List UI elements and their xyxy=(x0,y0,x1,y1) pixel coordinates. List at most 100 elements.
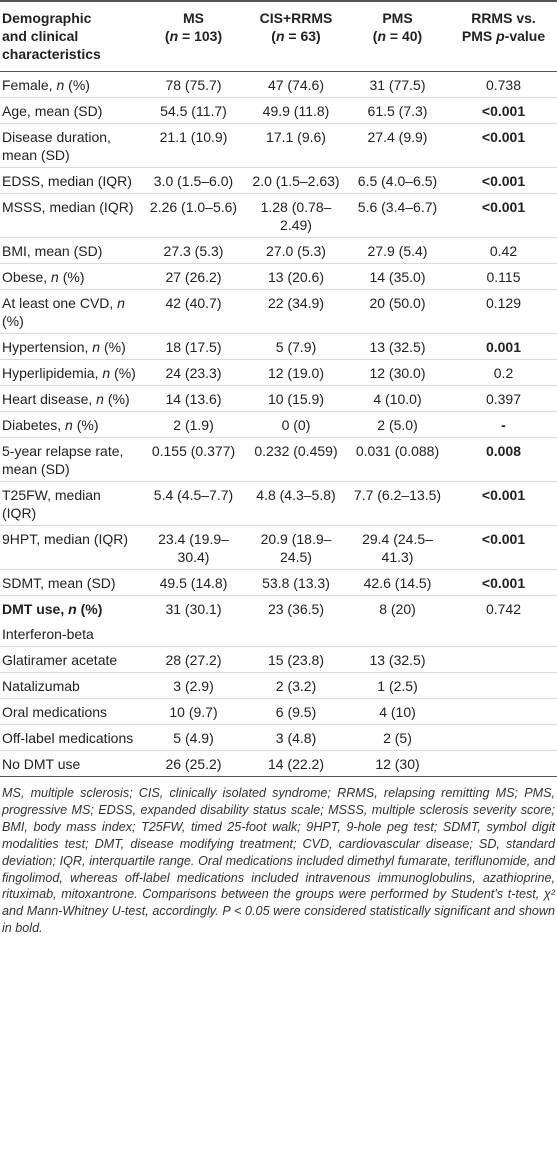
table-cell: 27.9 (5.4) xyxy=(345,237,450,264)
header-line: and clinical xyxy=(2,28,79,44)
row-label: Age, mean (SD) xyxy=(0,97,140,124)
table-row: Off-label medications 5 (4.9) 3 (4.8) 2 (5) xyxy=(0,724,557,751)
table-row: DMT use, n (%) 31 (30.1) 23 (36.5) 8 (20) 0.… xyxy=(0,595,557,621)
table-cell: 6.5 (4.0–6.5) xyxy=(345,167,450,194)
table-row: Interferon-beta xyxy=(0,621,557,647)
table-cell: 2.26 (1.0–5.6) xyxy=(140,193,247,238)
footnote: MS, multiple sclerosis; CIS, clinically … xyxy=(2,786,555,936)
row-label: BMI, mean (SD) xyxy=(0,237,140,264)
table-cell: 27.0 (5.3) xyxy=(247,237,345,264)
table-cell: 0 (0) xyxy=(247,411,345,438)
table-cell: 0.008 xyxy=(450,437,557,482)
table-row: SDMT, mean (SD) 49.5 (14.8) 53.8 (13.3) 42.… xyxy=(0,569,557,596)
table-cell: 42 (40.7) xyxy=(140,289,247,334)
table-cell: 5.4 (4.5–7.7) xyxy=(140,481,247,526)
table-cell: 47 (74.6) xyxy=(247,71,345,98)
table-cell: 20 (50.0) xyxy=(345,289,450,334)
table-cell: 8 (20) xyxy=(345,595,450,621)
table-cell: <0.001 xyxy=(450,481,557,526)
table-row: No DMT use 26 (25.2) 14 (22.2) 12 (30) xyxy=(0,750,557,777)
table-cell xyxy=(450,750,557,777)
header-cell: MS (n = 103) xyxy=(140,0,247,72)
header-line: (n = 103) xyxy=(164,28,223,44)
header-line: Demographic xyxy=(2,10,92,26)
row-label: 9HPT, median (IQR) xyxy=(0,525,140,570)
table-cell: 54.5 (11.7) xyxy=(140,97,247,124)
header-line: PMS xyxy=(382,10,413,26)
table-cell: 14 (35.0) xyxy=(345,263,450,290)
table-row: Heart disease, n (%) 14 (13.6) 10 (15.9) 4 … xyxy=(0,385,557,412)
table-cell: 5 (7.9) xyxy=(247,333,345,360)
table-cell: 14 (22.2) xyxy=(247,750,345,777)
row-label: Female, n (%) xyxy=(0,71,140,98)
row-label: Diabetes, n (%) xyxy=(0,411,140,438)
characteristics-table: Demographic and clinical characteristics MS… xyxy=(0,0,557,777)
table-cell: 27 (26.2) xyxy=(140,263,247,290)
row-label: Hyperlipidemia, n (%) xyxy=(0,359,140,386)
table-cell xyxy=(345,621,450,647)
row-label: Obese, n (%) xyxy=(0,263,140,290)
table-row: Obese, n (%) 27 (26.2) 13 (20.6) 14 (35.0) 0… xyxy=(0,263,557,290)
header-row: Demographic and clinical characteristics MS… xyxy=(0,0,557,72)
table-row: Oral medications 10 (9.7) 6 (9.5) 4 (10) xyxy=(0,698,557,725)
table-cell: 13 (32.5) xyxy=(345,646,450,673)
table-row: 9HPT, median (IQR) 23.4 (19.9–30.4) 20.9 (… xyxy=(0,525,557,570)
table-cell: 12 (30.0) xyxy=(345,359,450,386)
table-cell: 26 (25.2) xyxy=(140,750,247,777)
table-cell: 23.4 (19.9–30.4) xyxy=(140,525,247,570)
table-row: At least one CVD, n (%) 42 (40.7) 22 (34.9… xyxy=(0,289,557,334)
table-cell: 61.5 (7.3) xyxy=(345,97,450,124)
table-cell: 3 (2.9) xyxy=(140,672,247,699)
header-line: (n = 40) xyxy=(372,28,423,44)
table-row: Age, mean (SD) 54.5 (11.7) 49.9 (11.8) 61.5… xyxy=(0,97,557,124)
table-row: T25FW, median (IQR) 5.4 (4.5–7.7) 4.8 (4.3… xyxy=(0,481,557,526)
row-label: Glatiramer acetate xyxy=(0,646,140,673)
row-label: Interferon-beta xyxy=(2,625,94,642)
table-cell: 1 (2.5) xyxy=(345,672,450,699)
table-cell: 12 (19.0) xyxy=(247,359,345,386)
table-cell: 2 (1.9) xyxy=(140,411,247,438)
table-cell: <0.001 xyxy=(450,97,557,124)
table-cell: 12 (30) xyxy=(345,750,450,777)
table-cell xyxy=(140,621,247,647)
table-cell: <0.001 xyxy=(450,525,557,570)
table-cell: 2 (5.0) xyxy=(345,411,450,438)
table-row: EDSS, median (IQR) 3.0 (1.5–6.0) 2.0 (1.5–… xyxy=(0,167,557,194)
table-cell: 3.0 (1.5–6.0) xyxy=(140,167,247,194)
row-label: 5-year relapse rate, mean (SD) xyxy=(0,437,140,482)
table-cell: 21.1 (10.9) xyxy=(140,123,247,168)
table-row: Disease duration, mean (SD) 21.1 (10.9) 17… xyxy=(0,123,557,168)
row-label: Oral medications xyxy=(0,698,140,725)
table-cell: 49.9 (11.8) xyxy=(247,97,345,124)
table-cell: 20.9 (18.9–24.5) xyxy=(247,525,345,570)
table-cell: 31 (77.5) xyxy=(345,71,450,98)
table-cell: 18 (17.5) xyxy=(140,333,247,360)
table-cell: 5 (4.9) xyxy=(140,724,247,751)
row-label: At least one CVD, n (%) xyxy=(0,289,140,334)
table-cell: 4 (10.0) xyxy=(345,385,450,412)
table-row: Glatiramer acetate 28 (27.2) 15 (23.8) 13 (… xyxy=(0,646,557,673)
table-cell: 6 (9.5) xyxy=(247,698,345,725)
table-cell: 23 (36.5) xyxy=(247,595,345,621)
table-cell: <0.001 xyxy=(450,569,557,596)
table-cell: 17.1 (9.6) xyxy=(247,123,345,168)
table-cell: 4.8 (4.3–5.8) xyxy=(247,481,345,526)
row-label: Heart disease, n (%) xyxy=(0,385,140,412)
table-cell: 27.4 (9.9) xyxy=(345,123,450,168)
table-row: Hyperlipidemia, n (%) 24 (23.3) 12 (19.0) 1… xyxy=(0,359,557,386)
table-cell: 24 (23.3) xyxy=(140,359,247,386)
row-label: No DMT use xyxy=(0,750,140,777)
header-cell: RRMS vs. PMS p-value xyxy=(450,0,557,72)
table-cell xyxy=(450,621,557,647)
table-cell: <0.001 xyxy=(450,123,557,168)
row-label: T25FW, median (IQR) xyxy=(0,481,140,526)
table-cell: 13 (20.6) xyxy=(247,263,345,290)
header-line: PMS p-value xyxy=(461,28,546,44)
table-cell xyxy=(450,698,557,725)
table-row: MSSS, median (IQR) 2.26 (1.0–5.6) 1.28 (0.… xyxy=(0,193,557,238)
table-cell: 0.738 xyxy=(450,71,557,98)
table-row: Natalizumab 3 (2.9) 2 (3.2) 1 (2.5) xyxy=(0,672,557,699)
table-body: Female, n (%) 78 (75.7) 47 (74.6) 31 (77.5)… xyxy=(0,71,557,777)
table-cell: 10 (9.7) xyxy=(140,698,247,725)
